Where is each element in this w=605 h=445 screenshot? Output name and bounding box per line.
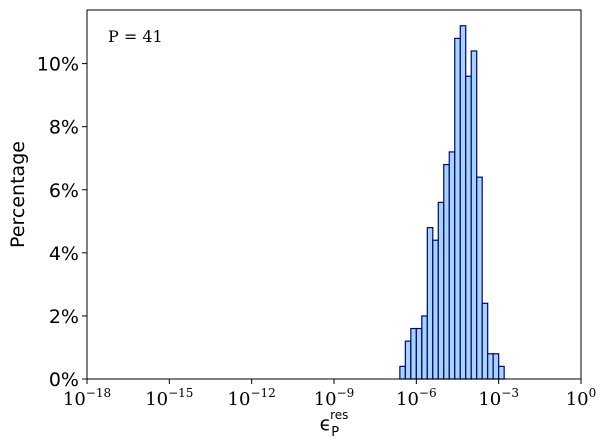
histogram-bar: [437, 201, 445, 380]
histogram-bar: [404, 340, 412, 380]
y-tick-label: 8%: [49, 117, 79, 139]
x-axis-label-sup: res: [330, 408, 348, 422]
plot-frame: [86, 9, 582, 380]
annotation-label: P = 41: [108, 27, 163, 46]
histogram-bar: [454, 37, 461, 380]
histogram-bar: [399, 365, 406, 380]
histogram-bar: [432, 239, 439, 380]
y-tick-label: 10%: [37, 54, 79, 76]
y-tick-label: 4%: [49, 243, 79, 265]
x-tick-label: 10−9: [314, 386, 355, 410]
x-axis-label-sub: P: [331, 425, 339, 440]
x-tick-label: 10−18: [63, 386, 111, 410]
x-tick-label: 10−12: [228, 386, 276, 410]
bars-group: [399, 25, 505, 380]
histogram-bar: [470, 50, 478, 380]
x-axis-ticks: 10−18 10−15 10−12 10−9 10−6 10−3 100: [63, 379, 596, 410]
histogram-bar: [410, 327, 417, 380]
x-tick-label: 10−15: [145, 386, 193, 410]
histogram-bar: [448, 151, 456, 380]
histogram-bar: [443, 163, 450, 380]
histogram-bar: [426, 227, 434, 380]
y-axis-label: Percentage: [7, 141, 29, 248]
x-axis-label: ϵPres: [320, 408, 349, 440]
y-tick-label: 2%: [49, 306, 79, 328]
x-tick-label: 100: [566, 386, 597, 410]
histogram-bar: [421, 315, 428, 380]
histogram-bar: [498, 365, 505, 380]
histogram-bar: [492, 353, 500, 380]
x-axis-label-base: ϵ: [320, 413, 332, 435]
x-tick-label: 10−3: [478, 386, 519, 410]
histogram-bar: [459, 25, 467, 380]
y-tick-label: 0%: [49, 369, 79, 391]
histogram-bar: [476, 176, 483, 380]
histogram-bar: [481, 302, 489, 380]
histogram-bar: [487, 353, 494, 380]
y-axis-ticks: 0% 2% 4% 6% 8% 10%: [37, 54, 87, 391]
histogram-bar: [415, 327, 423, 380]
histogram-bar: [465, 75, 472, 380]
y-tick-label: 6%: [49, 180, 79, 202]
x-tick-label: 10−6: [396, 386, 437, 410]
